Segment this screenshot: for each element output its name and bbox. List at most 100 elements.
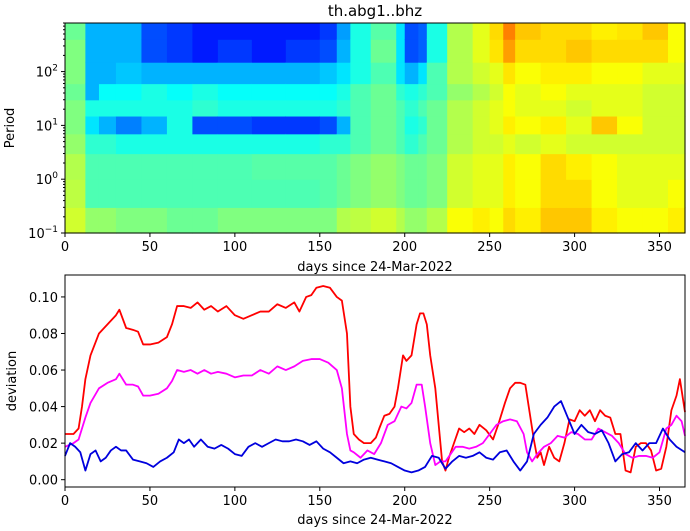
- heatmap-cell: [591, 179, 618, 208]
- heatmap-cell: [396, 83, 406, 101]
- heatmap-cell: [217, 153, 253, 180]
- heatmap-cell: [404, 99, 419, 117]
- heatmap-cell: [285, 23, 321, 40]
- heatmap-cell: [85, 39, 100, 63]
- heatmap-cell: [591, 99, 618, 117]
- heatmap-x-tick-label: 250: [477, 240, 502, 255]
- heatmap-cell: [85, 23, 100, 40]
- heatmap-cell: [192, 179, 219, 208]
- heatmap-cell: [98, 153, 117, 180]
- heatmap-cell: [319, 83, 338, 101]
- heatmap-cell: [85, 99, 100, 117]
- heatmap-cell: [166, 83, 193, 101]
- heatmap-x-ticks: 0 50 100 150 200 250 300 350: [61, 233, 672, 255]
- heatmap-cell: [85, 133, 100, 155]
- heatmap-cell: [217, 207, 253, 234]
- heatmap-cell: [447, 62, 474, 85]
- heatmap-cell: [85, 207, 100, 234]
- heatmap-cell: [426, 115, 448, 135]
- heatmap-cell: [426, 39, 448, 63]
- heatmap-cell: [336, 62, 351, 85]
- heatmap-cell: [472, 62, 491, 85]
- heatmap-cell: [515, 179, 542, 208]
- heatmap-cell: [251, 153, 287, 180]
- heatmap-cell: [540, 115, 567, 135]
- heatmap-cell: [447, 153, 474, 180]
- heatmap-cell: [285, 153, 321, 180]
- heatmap-y-tick-label: 101: [36, 117, 58, 134]
- heatmap-cell: [617, 62, 644, 85]
- heatmap-cell: [319, 99, 338, 117]
- heatmap-cell: [141, 62, 168, 85]
- heatmap-cell: [617, 39, 644, 63]
- heatmap-cell: [668, 133, 686, 155]
- heatmap-cell: [285, 207, 321, 234]
- heatmap-cell: [566, 83, 593, 101]
- heatmap-cell: [668, 153, 686, 180]
- heatmap-cell: [503, 83, 516, 101]
- heatmap-cell: [217, 23, 253, 40]
- heatmap-cell: [617, 207, 644, 234]
- heatmap-cell: [426, 153, 448, 180]
- heatmap-cell: [617, 153, 644, 180]
- heatmap-cell: [642, 83, 669, 101]
- heatmap-cell: [591, 23, 618, 40]
- heatmap-cell: [336, 133, 351, 155]
- heatmap-cells: [65, 23, 686, 234]
- heatmap-cell: [404, 62, 419, 85]
- heatmap-cell: [591, 83, 618, 101]
- heatmap-cell: [668, 62, 686, 85]
- heatmap-cell: [166, 153, 193, 180]
- heatmap-cell: [566, 23, 593, 40]
- heatmap-cell: [192, 99, 219, 117]
- heatmap-cell: [472, 153, 491, 180]
- heatmap-cell: [396, 39, 406, 63]
- heatmap-cell: [98, 39, 117, 63]
- heatmap-cell: [503, 153, 516, 180]
- heatmap-cell: [540, 133, 567, 155]
- heatmap-cell: [426, 23, 448, 40]
- heatmap-cell: [115, 207, 143, 234]
- heatmap-cell: [336, 83, 351, 101]
- heatmap-cell: [472, 133, 491, 155]
- heatmap-cell: [489, 83, 504, 101]
- heatmap-cell: [285, 83, 321, 101]
- heatmap-cell: [285, 39, 321, 63]
- heatmap-y-tick-label: 102: [36, 64, 58, 81]
- heatmap-cell: [350, 39, 372, 63]
- heatmap-cell: [447, 207, 474, 234]
- heatmap-cell: [447, 83, 474, 101]
- heatmap-cell: [540, 153, 567, 180]
- heatmap-cell: [85, 115, 100, 135]
- heatmap-cell: [418, 207, 428, 234]
- heatmap-cell: [489, 39, 504, 63]
- heatmap-cell: [141, 39, 168, 63]
- heatmap-cell: [515, 99, 542, 117]
- heatmap-cell: [192, 115, 219, 135]
- heatmap-cell: [141, 23, 168, 40]
- heatmap-cell: [336, 207, 351, 234]
- heatmap-cell: [65, 83, 86, 101]
- heatmap-cell: [350, 23, 372, 40]
- heatmap-cell: [166, 133, 193, 155]
- heatmap-cell: [418, 23, 428, 40]
- heatmap-cell: [141, 83, 168, 101]
- heatmap-cell: [85, 62, 100, 85]
- heatmap-cell: [251, 23, 287, 40]
- heatmap-cell: [141, 99, 168, 117]
- heatmap-cell: [350, 153, 372, 180]
- heatmap-cell: [166, 207, 193, 234]
- heatmap-cell: [285, 62, 321, 85]
- heatmap-cell: [370, 207, 397, 234]
- heatmap-cell: [472, 23, 491, 40]
- heatmap-cell: [217, 179, 253, 208]
- deviation-series-3-line: [64, 400, 686, 474]
- heatmap-cell: [65, 153, 86, 180]
- heatmap-cell: [447, 99, 474, 117]
- heatmap-cell: [566, 153, 593, 180]
- heatmap-cell: [617, 133, 644, 155]
- heatmap-cell: [503, 62, 516, 85]
- heatmap-y-ticks: 10−1 100 101 102: [28, 22, 65, 242]
- heatmap-cell: [370, 179, 397, 208]
